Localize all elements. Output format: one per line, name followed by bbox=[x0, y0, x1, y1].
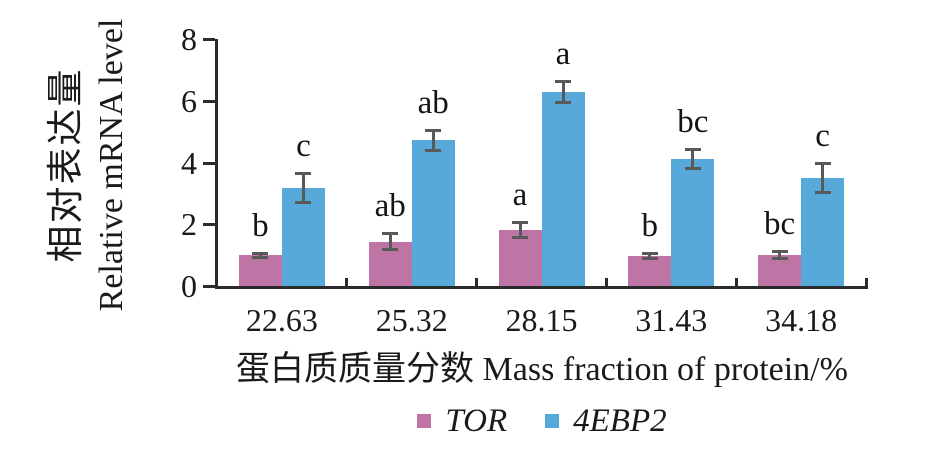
sig-letter: c bbox=[815, 118, 830, 155]
error-bar-cap-bottom bbox=[382, 248, 399, 252]
x-tick bbox=[864, 278, 868, 287]
error-bar-cap-bottom bbox=[252, 255, 269, 259]
legend-item-tor: TOR bbox=[417, 402, 507, 440]
error-bar bbox=[301, 172, 305, 204]
x-tick bbox=[734, 278, 738, 287]
error-bar bbox=[431, 129, 435, 151]
bar-4ebp2-31.43 bbox=[671, 159, 715, 286]
bar-tor-28.15 bbox=[498, 229, 542, 286]
sig-letter: ab bbox=[417, 84, 449, 121]
sig-letter: b bbox=[641, 207, 659, 244]
bar-4ebp2-22.63 bbox=[281, 188, 325, 286]
error-bar bbox=[561, 80, 565, 104]
y-axis-label-english: Relative mRNA level bbox=[93, 18, 130, 312]
x-tick-label: 25.32 bbox=[375, 302, 448, 338]
y-axis-line bbox=[215, 39, 218, 289]
error-bar bbox=[258, 252, 262, 258]
error-bar bbox=[518, 222, 522, 238]
sig-letter: c bbox=[296, 127, 311, 164]
bar-4ebp2-34.18 bbox=[801, 178, 845, 286]
error-bar-cap-top bbox=[555, 79, 571, 83]
x-tick-label: 28.15 bbox=[505, 302, 578, 338]
x-tick-label: 22.63 bbox=[245, 302, 318, 338]
error-bar-cap-bottom bbox=[512, 235, 528, 239]
y-tick-label: 0 bbox=[181, 268, 197, 304]
x-tick bbox=[345, 278, 349, 287]
bar-4ebp2-25.32 bbox=[411, 140, 455, 286]
error-bar-cap-top bbox=[252, 251, 269, 255]
sig-letter: b bbox=[252, 207, 269, 244]
legend-label-4ebp2: 4EBP2 bbox=[573, 403, 667, 439]
error-bar-cap-bottom bbox=[641, 256, 658, 260]
error-bar-cap-top bbox=[295, 171, 312, 175]
y-tick-label: 8 bbox=[181, 21, 197, 57]
y-tick bbox=[203, 38, 215, 41]
error-bar bbox=[388, 233, 392, 251]
y-tick bbox=[203, 99, 215, 103]
error-bar-cap-top bbox=[641, 251, 658, 255]
sig-letter: bc bbox=[764, 206, 796, 243]
x-tick-label: 31.43 bbox=[635, 302, 708, 338]
sig-letter: ab bbox=[374, 188, 406, 225]
bar-4ebp2-28.15 bbox=[541, 92, 585, 286]
error-bar-cap-top bbox=[425, 128, 442, 132]
error-bar-cap-top bbox=[771, 250, 788, 254]
sig-letter: a bbox=[512, 177, 528, 214]
y-tick bbox=[203, 223, 215, 227]
error-bar-cap-bottom bbox=[814, 191, 831, 195]
tor-swatch-icon bbox=[417, 414, 432, 428]
x-axis-line bbox=[215, 286, 868, 289]
error-bar-cap-bottom bbox=[684, 167, 701, 171]
legend-item-4ebp2: 4EBP2 bbox=[545, 402, 667, 440]
y-tick bbox=[203, 285, 215, 288]
error-bar-cap-top bbox=[512, 221, 528, 225]
error-bar bbox=[691, 148, 695, 170]
bar-tor-34.18 bbox=[758, 255, 802, 286]
bar-tor-31.43 bbox=[628, 255, 672, 286]
error-bar-cap-bottom bbox=[425, 148, 442, 152]
x-tick bbox=[604, 278, 608, 287]
error-bar bbox=[821, 163, 825, 194]
y-tick-label: 6 bbox=[181, 82, 197, 119]
y-axis-label: 相对表达量 Relative mRNA level bbox=[44, 0, 136, 415]
error-bar-cap-bottom bbox=[771, 256, 788, 260]
error-bar-cap-bottom bbox=[295, 201, 312, 205]
error-bar-cap-bottom bbox=[555, 101, 571, 105]
x-axis-title: 蛋白质质量分数 Mass fraction of protein/% bbox=[236, 351, 848, 388]
legend-label-tor: TOR bbox=[445, 403, 508, 439]
bar-tor-22.63 bbox=[238, 255, 282, 286]
y-tick-label: 2 bbox=[181, 206, 197, 243]
y-axis-label-chinese: 相对表达量 bbox=[46, 67, 87, 263]
sig-letter: bc bbox=[677, 103, 709, 140]
y-tick bbox=[203, 161, 215, 165]
sig-letter: a bbox=[555, 35, 571, 72]
error-bar-cap-top bbox=[684, 147, 701, 151]
x-tick bbox=[475, 278, 479, 287]
legend: TOR 4EBP2 bbox=[217, 402, 867, 440]
x-tick-label: 34.18 bbox=[765, 302, 838, 338]
y-tick-label: 4 bbox=[181, 144, 197, 181]
error-bar bbox=[778, 251, 782, 259]
error-bar-cap-top bbox=[382, 232, 399, 236]
error-bar bbox=[648, 252, 652, 259]
4ebp2-swatch-icon bbox=[545, 414, 560, 428]
error-bar-cap-top bbox=[814, 162, 831, 166]
